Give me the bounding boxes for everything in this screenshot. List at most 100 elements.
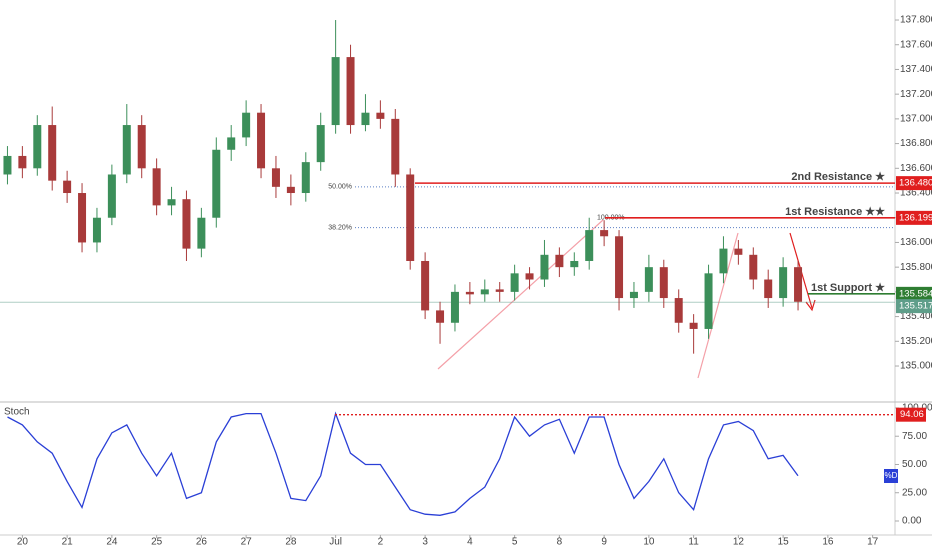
candle-body [137, 125, 146, 169]
candle-body [555, 254, 564, 268]
candle-body [629, 291, 638, 299]
candle-body [450, 291, 459, 323]
candle-body [495, 289, 504, 292]
candle-body [361, 112, 370, 126]
candle-body [271, 168, 280, 187]
price-box [896, 176, 932, 191]
x-tick-label: 12 [733, 537, 745, 548]
y-tick-label: 136.800 [900, 138, 932, 149]
trend-arrow [437, 219, 604, 370]
y-tick-label: 137.400 [900, 64, 932, 75]
stoch-level-box [896, 407, 926, 422]
y-tick-label: 137.800 [900, 15, 932, 26]
candle-body [644, 267, 653, 292]
candle-body [570, 260, 579, 268]
y-tick-label: 137.600 [900, 39, 932, 50]
x-tick-label: 15 [778, 537, 790, 548]
price-box-label: 135.517 [899, 301, 932, 312]
candle-body [3, 155, 12, 175]
y-tick-label: 135.400 [900, 311, 932, 322]
candle-body [107, 174, 116, 218]
x-tick-label: 2 [378, 537, 384, 548]
candle-body [346, 57, 355, 126]
x-tick-label: 24 [106, 537, 118, 548]
candle-body [510, 273, 519, 292]
candle-body [525, 273, 534, 280]
stoch-legend: %D [885, 471, 898, 480]
price-box-label: 135.584 [899, 288, 932, 299]
x-tick-label: 16 [822, 537, 834, 548]
stoch-y-tick-label: 25.00 [902, 487, 927, 498]
candle-body [764, 279, 773, 299]
stoch-y-tick-label: 50.00 [902, 459, 927, 470]
candle-body [167, 199, 176, 206]
candle-body [122, 125, 131, 175]
price-box-label: 136.199 [899, 212, 932, 223]
x-tick-label: 5 [512, 537, 518, 548]
x-tick-label: 10 [643, 537, 655, 548]
candle-body [794, 267, 803, 302]
candle-body [242, 112, 251, 138]
candle-body [257, 112, 266, 169]
x-tick-label: 4 [467, 537, 473, 548]
arrow-head [805, 299, 816, 312]
y-tick-label: 136.000 [900, 237, 932, 248]
x-tick-label: 27 [241, 537, 253, 548]
stoch-legend-box [884, 469, 898, 483]
candle-body [92, 217, 101, 243]
stoch-y-tick-label: 0.00 [902, 516, 922, 527]
level-name: 2nd Resistance ★ [791, 171, 885, 183]
x-tick-label: 8 [557, 537, 563, 548]
fib-label: 38.20% [328, 224, 352, 231]
y-tick-label: 137.200 [900, 89, 932, 100]
annotation-arrows [437, 219, 816, 379]
candle-body [48, 125, 57, 181]
candle-body [63, 180, 72, 194]
candle-body [227, 137, 236, 150]
candle-body [585, 230, 594, 261]
candle-body [18, 155, 27, 169]
fib-label: 50.00% [328, 184, 352, 191]
candle-body [600, 230, 609, 237]
candle-body [436, 310, 445, 323]
x-tick-label: 9 [601, 537, 607, 548]
candle-body [689, 322, 698, 329]
candle-body [674, 298, 683, 323]
candle-body [779, 267, 788, 299]
price-box [896, 210, 932, 225]
trend-arrow [697, 232, 739, 379]
x-tick-label: 21 [62, 537, 74, 548]
candle-body [182, 199, 191, 249]
stoch-level-label: 94.06 [900, 409, 924, 420]
price-box [896, 299, 932, 314]
candle-body [659, 267, 668, 299]
candle-body [391, 118, 400, 175]
x-tick-label: 20 [17, 537, 29, 548]
candle-body [33, 125, 42, 169]
y-tick-label: 136.400 [900, 188, 932, 199]
y-tick-label: 136.600 [900, 163, 932, 174]
x-tick-label: 28 [285, 537, 297, 548]
stoch-y-tick-label: 75.00 [902, 431, 927, 442]
y-tick-label: 135.800 [900, 262, 932, 273]
candle-body [540, 254, 549, 280]
candle-body [615, 236, 624, 299]
x-tick-label: 25 [151, 537, 163, 548]
y-tick-label: 135.000 [900, 361, 932, 372]
price-box [896, 286, 932, 301]
level-name: 1st Support ★ [811, 282, 885, 294]
candle-body [465, 291, 474, 295]
candle-body [331, 57, 340, 126]
candle-body [152, 168, 161, 206]
candle-body [376, 112, 385, 119]
candle-body [316, 125, 325, 163]
x-tick-label: Jul [329, 537, 342, 548]
candle-body [78, 193, 87, 243]
candle-body [301, 162, 310, 194]
candle-body [212, 149, 221, 218]
candle-body [197, 217, 206, 249]
stoch-title: Stoch [4, 407, 30, 418]
y-tick-label: 137.000 [900, 114, 932, 125]
stoch-line [7, 411, 799, 516]
